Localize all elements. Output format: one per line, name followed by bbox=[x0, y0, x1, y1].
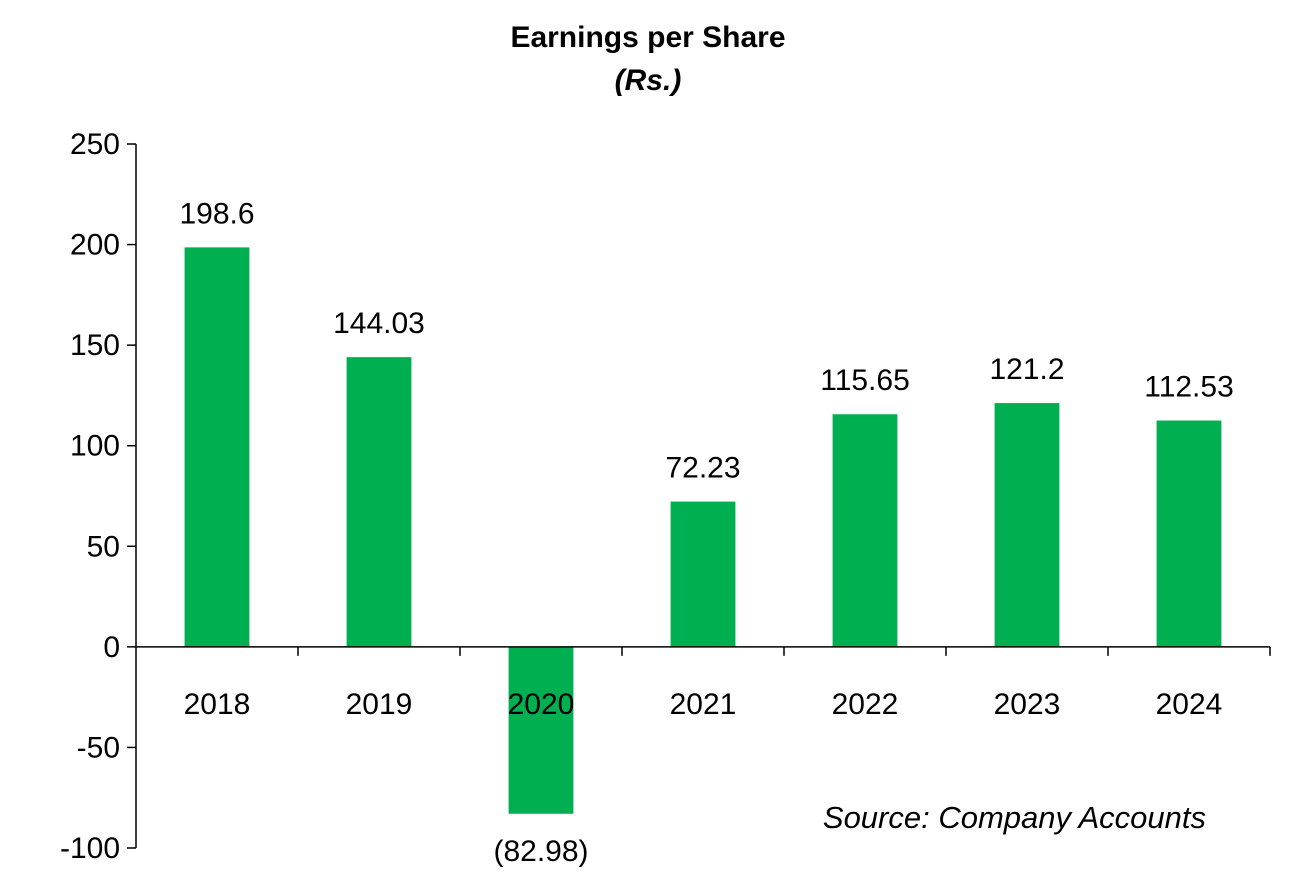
x-tick-label: 2023 bbox=[994, 688, 1061, 721]
x-tick-label: 2022 bbox=[832, 688, 899, 721]
bar-2023 bbox=[994, 403, 1060, 647]
data-label-2024: 112.53 bbox=[1144, 371, 1234, 404]
y-tick-label: 50 bbox=[87, 530, 120, 563]
chart-subtitle: (Rs.) bbox=[615, 64, 682, 97]
y-tick-label: 250 bbox=[70, 128, 120, 161]
bars bbox=[184, 247, 1222, 814]
bar-2020 bbox=[508, 646, 574, 814]
x-tick-label: 2018 bbox=[184, 688, 251, 721]
x-tick-label: 2019 bbox=[346, 688, 413, 721]
bar-2021 bbox=[670, 501, 736, 647]
bar-2019 bbox=[346, 357, 412, 647]
y-tick-label: 150 bbox=[70, 329, 120, 362]
data-label-2019: 144.03 bbox=[333, 307, 425, 340]
y-tick-label: 0 bbox=[103, 631, 120, 664]
y-tick-label: -50 bbox=[77, 731, 120, 764]
bar-2018 bbox=[184, 247, 250, 647]
x-tick-label: 2024 bbox=[1156, 688, 1223, 721]
data-label-2022: 115.65 bbox=[820, 364, 910, 397]
y-tick-label: 200 bbox=[70, 229, 120, 262]
chart-title: Earnings per Share bbox=[510, 21, 785, 54]
data-label-2018: 198.6 bbox=[179, 197, 254, 230]
source-note: Source: Company Accounts bbox=[823, 800, 1206, 835]
bar-2022 bbox=[832, 414, 898, 647]
x-tick-label: 2020 bbox=[508, 688, 575, 721]
y-axis: 250 200 150 100 50 0 -50 -100 bbox=[60, 128, 137, 865]
y-tick-label: -100 bbox=[60, 832, 120, 865]
bar-2024 bbox=[1156, 420, 1222, 647]
y-tick-label: 100 bbox=[70, 430, 120, 463]
data-label-2020: (82.98) bbox=[493, 835, 588, 868]
x-axis: 2018 2019 2020 2021 2022 2023 2024 bbox=[136, 646, 1271, 721]
data-labels: 198.6 144.03 (82.98) 72.23 115.65 121.2 112.53 bbox=[179, 197, 1233, 867]
data-label-2023: 121.2 bbox=[989, 353, 1064, 386]
x-tick-label: 2021 bbox=[670, 688, 737, 721]
data-label-2021: 72.23 bbox=[665, 452, 740, 485]
